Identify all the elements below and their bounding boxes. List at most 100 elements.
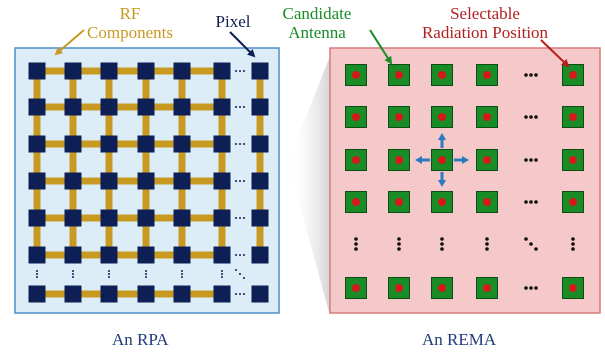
radiation-position-dot	[569, 113, 577, 121]
radiation-position-dot	[569, 284, 577, 292]
rpa-pixel	[251, 172, 269, 190]
ellipsis-icon	[239, 293, 241, 295]
rpa-pixel	[100, 172, 118, 190]
rpa-pixel	[64, 285, 82, 303]
ellipsis-icon	[239, 180, 241, 182]
rpa-pixel	[100, 209, 118, 227]
ellipsis-icon	[534, 158, 538, 162]
ellipsis-icon	[239, 254, 241, 256]
ellipsis-icon	[239, 70, 241, 72]
vertical-ellipsis-icon	[485, 242, 489, 246]
rf-component-bar	[142, 79, 150, 99]
rf-component-bar	[256, 152, 264, 173]
radiation-position-dot	[395, 71, 403, 79]
rf-component-bar	[178, 226, 186, 247]
radiation-position-dot	[483, 198, 491, 206]
ellipsis-icon	[529, 115, 533, 119]
rf-component-bar	[142, 226, 150, 247]
rf-component-bar	[81, 290, 101, 298]
rf-component-bar	[190, 214, 214, 222]
rf-components-label: RF Components	[70, 4, 190, 42]
rpa-pixel	[213, 285, 231, 303]
ellipsis-icon	[239, 106, 241, 108]
rf-component-bar	[154, 103, 174, 111]
rpa-pixel	[173, 62, 191, 80]
vertical-ellipsis-icon	[72, 270, 74, 272]
ellipsis-icon	[529, 73, 533, 77]
rpa-pixel	[28, 62, 46, 80]
rpa-pixel	[28, 246, 46, 264]
vertical-ellipsis-icon	[72, 273, 74, 275]
radiation-position-dot	[395, 156, 403, 164]
rpa-pixel	[137, 246, 155, 264]
rpa-pixel	[100, 135, 118, 153]
vertical-ellipsis-icon	[485, 237, 489, 241]
ellipsis-icon	[235, 70, 237, 72]
vertical-ellipsis-icon	[440, 237, 444, 241]
rf-component-bar	[178, 115, 186, 136]
vertical-ellipsis-icon	[181, 273, 183, 275]
rpa-pixel	[213, 246, 231, 264]
diagonal-ellipsis-icon	[534, 247, 538, 251]
radiation-position-dot	[352, 71, 360, 79]
vertical-ellipsis-icon	[354, 242, 358, 246]
rf-component-bar	[154, 290, 174, 298]
vertical-ellipsis-icon	[571, 242, 575, 246]
diagonal-ellipsis-icon	[239, 273, 241, 275]
ellipsis-icon	[243, 217, 245, 219]
rpa-pixel	[173, 172, 191, 190]
rf-component-bar	[256, 115, 264, 136]
ellipsis-icon	[529, 200, 533, 204]
rf-component-bar	[190, 67, 214, 75]
rf-component-bar	[142, 115, 150, 136]
rpa-pixel	[213, 172, 231, 190]
vertical-ellipsis-icon	[36, 276, 38, 278]
vertical-ellipsis-icon	[354, 237, 358, 241]
rf-component-bar	[117, 214, 138, 222]
candidate-label-line2: Antenna	[288, 23, 346, 42]
radiation-position-dot	[352, 198, 360, 206]
rf-component-bar	[154, 251, 174, 259]
radiation-position-dot	[395, 284, 403, 292]
rf-component-bar	[154, 67, 174, 75]
rpa-caption: An RPA	[112, 330, 169, 349]
rf-label-line2: Components	[87, 23, 173, 42]
rpa-pixel	[28, 209, 46, 227]
rpa-pixel	[137, 135, 155, 153]
rpa-pixel	[64, 172, 82, 190]
radiation-position-dot	[438, 198, 446, 206]
candidate-antenna-label: Candidate Antenna	[262, 4, 372, 42]
rpa-pixel	[137, 172, 155, 190]
rf-component-bar	[33, 79, 41, 99]
vertical-ellipsis-icon	[571, 237, 575, 241]
rf-component-bar	[69, 189, 77, 210]
radiation-position-dot	[483, 113, 491, 121]
rpa-pixel	[137, 285, 155, 303]
rf-component-bar	[117, 103, 138, 111]
vertical-ellipsis-icon	[354, 247, 358, 251]
selectable-position-label: Selectable Radiation Position	[405, 4, 565, 42]
ellipsis-icon	[243, 180, 245, 182]
vertical-ellipsis-icon	[440, 242, 444, 246]
diagonal-ellipsis-icon	[235, 269, 237, 271]
ellipsis-icon	[235, 143, 237, 145]
pixel-label: Pixel	[215, 12, 251, 31]
rpa-pixel	[213, 135, 231, 153]
rf-component-bar	[256, 226, 264, 247]
ellipsis-icon	[534, 200, 538, 204]
candidate-label-line1: Candidate	[282, 4, 352, 23]
ellipsis-icon	[235, 293, 237, 295]
rf-component-bar	[45, 177, 65, 185]
rf-component-bar	[45, 290, 65, 298]
vertical-ellipsis-icon	[181, 270, 183, 272]
radiation-position-dot	[483, 284, 491, 292]
radiation-position-dot	[438, 284, 446, 292]
vertical-ellipsis-icon	[221, 270, 223, 272]
rf-component-bar	[69, 152, 77, 173]
ellipsis-icon	[243, 254, 245, 256]
rf-component-bar	[218, 115, 226, 136]
vertical-ellipsis-icon	[440, 247, 444, 251]
rpa-pixel	[64, 135, 82, 153]
rf-component-bar	[81, 140, 101, 148]
zoom-fan	[288, 56, 330, 316]
